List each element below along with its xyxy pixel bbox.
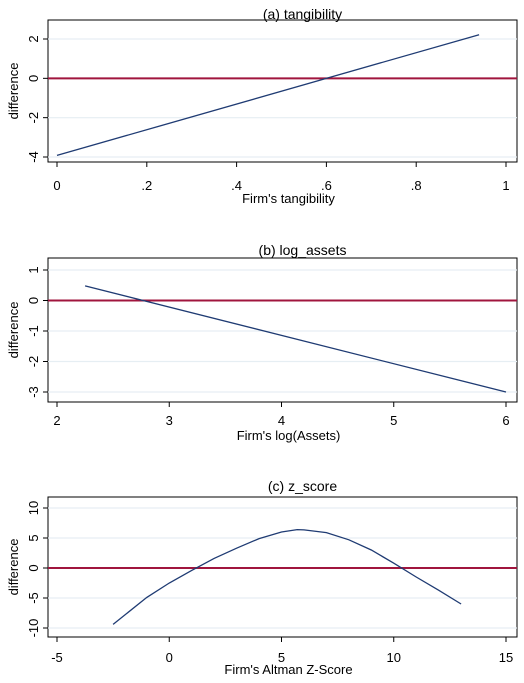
x-tick-label: 10 (387, 650, 401, 665)
x-tick-label: 6 (502, 413, 509, 428)
x-tick-label: .6 (321, 178, 332, 193)
x-axis-label: Firm's log(Assets) (237, 428, 341, 443)
x-tick-label: 15 (499, 650, 513, 665)
x-tick-label: 0 (53, 178, 60, 193)
x-tick-label: 4 (278, 413, 285, 428)
y-tick-label: 2 (26, 35, 41, 42)
series-line (84, 285, 507, 393)
x-tick-label: 2 (53, 413, 60, 428)
x-tick-label: 1 (502, 178, 509, 193)
x-axis-label: Firm's tangibility (242, 191, 335, 206)
panel-title: (c) z_score (268, 478, 337, 494)
x-tick-label: 0 (166, 650, 173, 665)
series-line (112, 528, 462, 625)
x-tick-label: -5 (51, 650, 63, 665)
y-tick-label: 0 (26, 297, 41, 304)
x-tick-label: .2 (141, 178, 152, 193)
x-tick-label: .4 (231, 178, 242, 193)
chart-panel-3: -10 -5 0 5 10 -5 0 5 10 15 (c) z_score Firm's Altma… (6, 478, 518, 677)
y-tick-label: -5 (26, 592, 41, 604)
plot-frame (47, 257, 518, 403)
x-tick-label: 5 (390, 413, 397, 428)
y-tick-label: 0 (26, 564, 41, 571)
series-line (56, 34, 480, 157)
y-axis-label: difference (6, 302, 21, 359)
panel-title: (b) log_assets (259, 242, 347, 258)
y-tick-label: 1 (26, 266, 41, 273)
y-axis-label: difference (6, 539, 21, 596)
x-tick-label: 3 (166, 413, 173, 428)
panel-title: (a) tangibility (263, 6, 342, 22)
y-tick-label: -2 (26, 356, 41, 368)
y-tick-label: 10 (26, 501, 41, 515)
y-tick-label: -10 (26, 619, 41, 638)
x-tick-label: .8 (411, 178, 422, 193)
y-tick-label: -4 (26, 151, 41, 163)
y-tick-label: -3 (26, 386, 41, 398)
chart-panel-2: -3 -2 -1 0 1 2 3 4 5 6 (b) log_assets Firm's log(As… (6, 242, 518, 443)
y-axis-label: difference (6, 63, 21, 120)
x-tick-label: 5 (278, 650, 285, 665)
y-tick-label: 0 (26, 75, 41, 82)
x-axis-label: Firm's Altman Z-Score (224, 662, 352, 677)
y-tick-label: -1 (26, 325, 41, 337)
y-tick-label: -2 (26, 112, 41, 124)
chart-panel-1: -4 -2 0 2 0 .2 .4 .6 .8 1 (a) tangibility Firm's ta… (6, 6, 518, 206)
y-tick-label: 5 (26, 534, 41, 541)
